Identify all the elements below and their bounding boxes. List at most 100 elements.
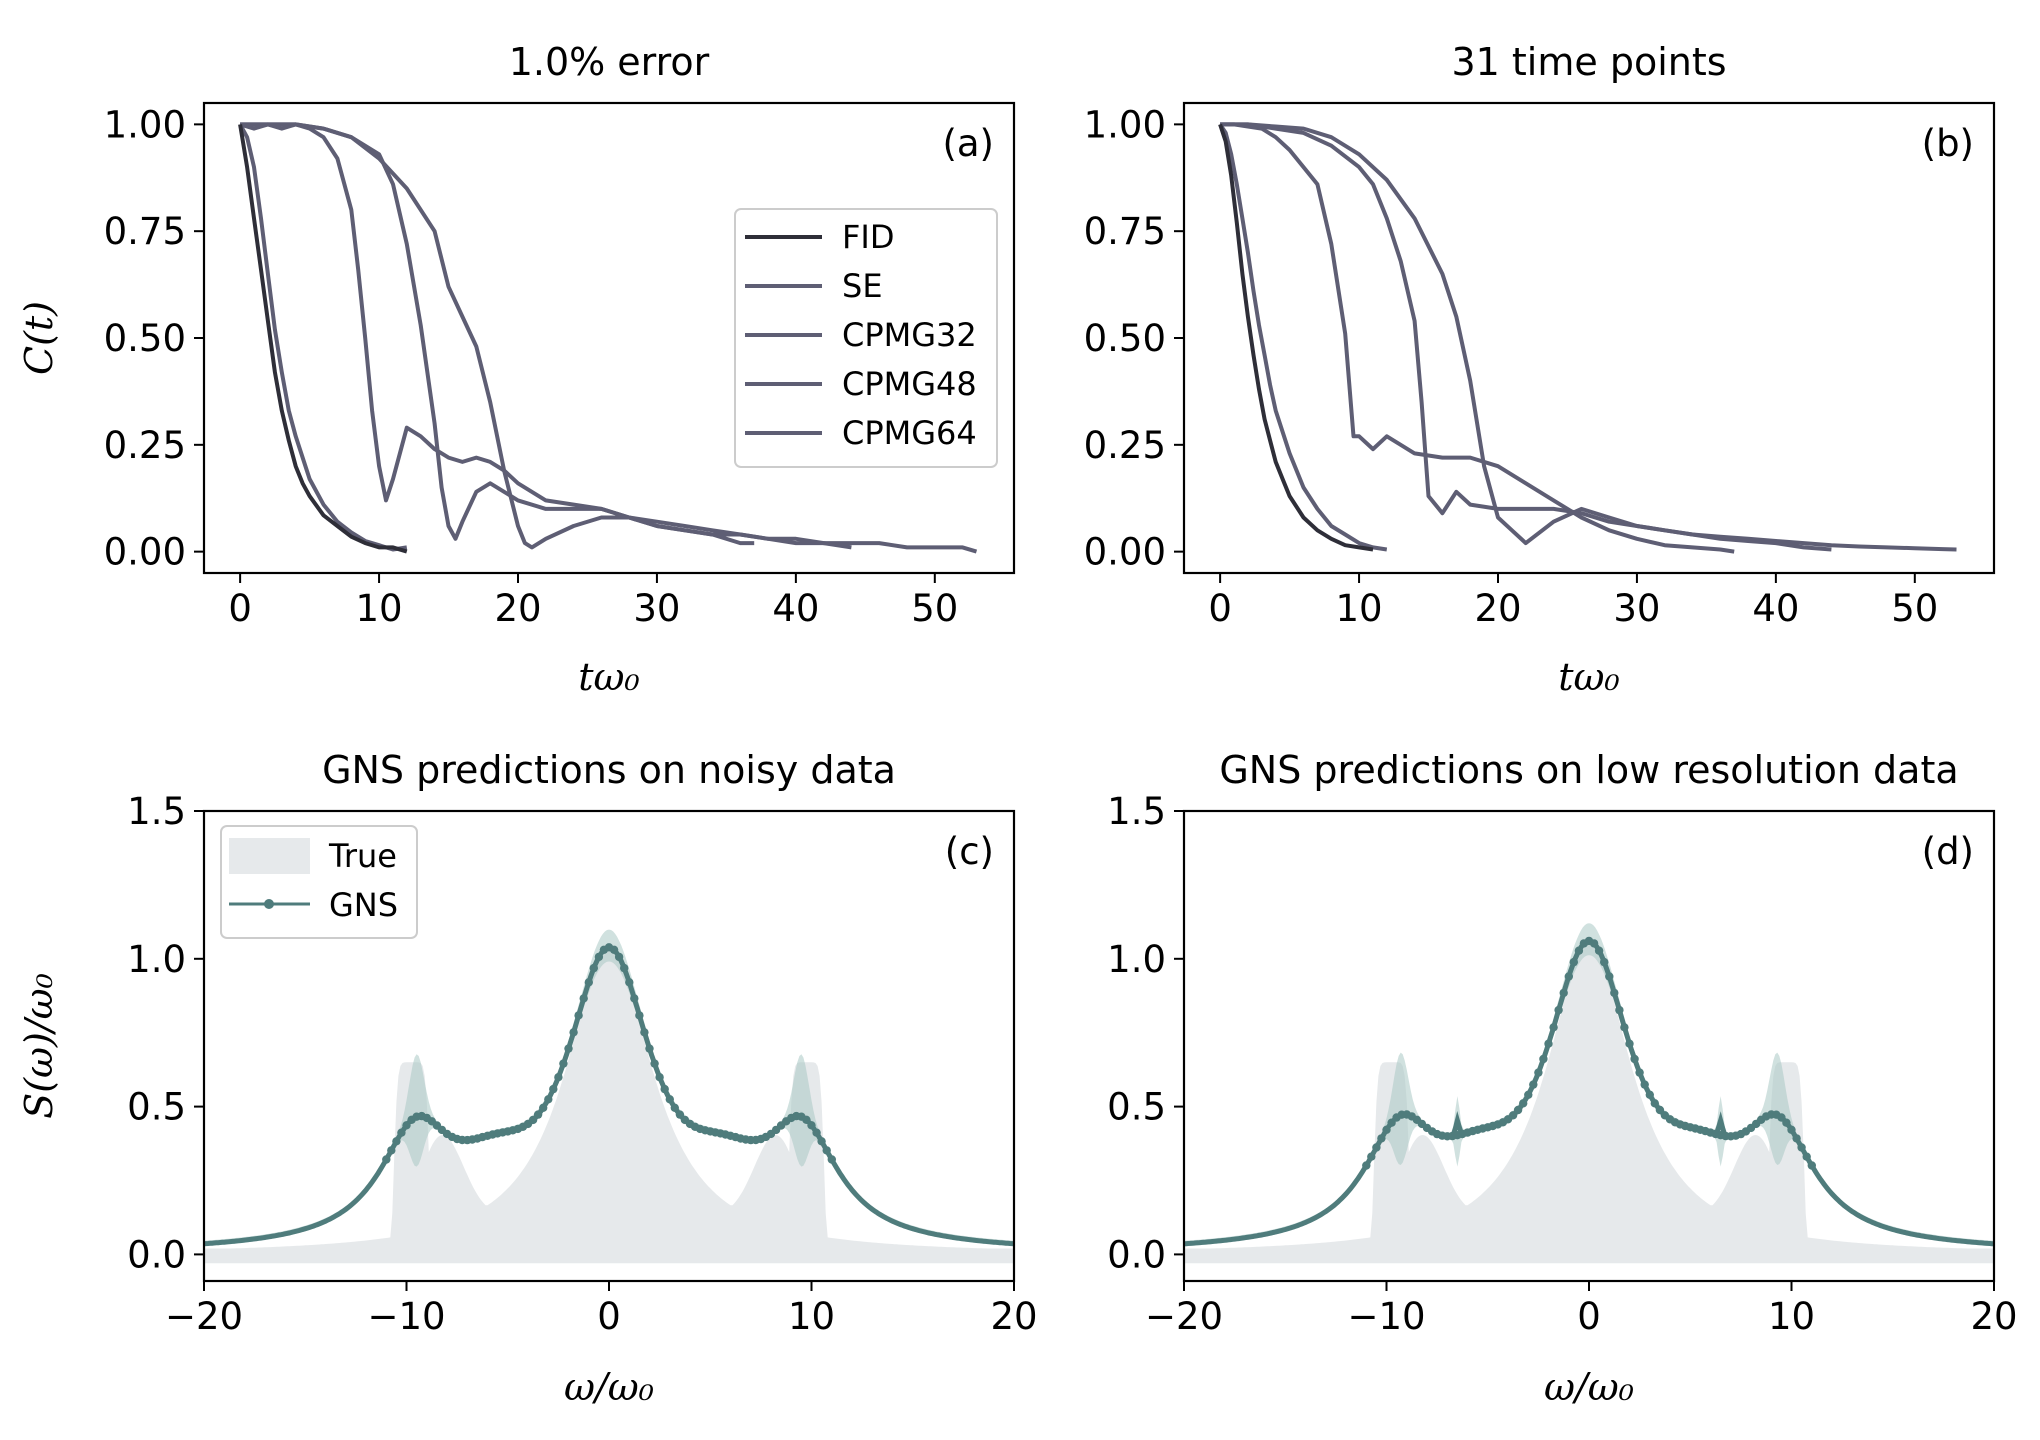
panel-d-gns-point	[1797, 1143, 1806, 1152]
panel-a-ytick-label: 1.00	[104, 103, 186, 146]
panel-b-line-se	[1218, 123, 1388, 552]
panel-c-gns-point	[640, 1028, 649, 1037]
panel-d-gns-point	[1782, 1118, 1791, 1127]
panel-b-xlabel: tω₀	[1558, 655, 1620, 699]
panel-b-xtick-label: 30	[1613, 587, 1660, 630]
panel-c-xtick-label: 10	[788, 1295, 835, 1338]
panel-c-xlabel: ω/ω₀	[564, 1365, 654, 1409]
legend-label-fid: FID	[842, 218, 894, 256]
panel-c-series-group	[204, 929, 1014, 1264]
panel-d-xtick-label: 0	[1577, 1295, 1601, 1338]
panel-d-gns-point	[1787, 1125, 1796, 1135]
panel-d-xtick-label: −10	[1347, 1295, 1425, 1338]
legend-true-label: True	[328, 837, 397, 875]
panel-a-legend-box	[734, 208, 998, 468]
panel-d-ytick-label: 1.5	[1107, 790, 1166, 833]
panel-c-gns-point	[630, 994, 639, 1003]
panel-d-gns-point	[1524, 1090, 1533, 1100]
panel-a-ylabel: C(t)	[17, 301, 61, 375]
panel-c-gns-point	[392, 1137, 401, 1146]
panel-a-xtick-label: 50	[911, 587, 958, 630]
panel-d-gns-point	[1362, 1161, 1371, 1170]
panel-d-gns-point	[1539, 1054, 1548, 1064]
panel-c-gns-point	[528, 1115, 538, 1125]
legend-label-se: SE	[842, 267, 883, 305]
panel-d-gns-point	[1645, 1090, 1655, 1100]
panel-d-xlabel: ω/ω₀	[1544, 1365, 1634, 1409]
legend-gns-marker	[264, 899, 274, 909]
panel-d-series-group	[1184, 923, 1994, 1264]
panel-d-gns-point	[1594, 946, 1604, 955]
panel-c-gns-point	[533, 1110, 543, 1119]
panel-d-title: GNS predictions on low resolution data	[1219, 748, 1958, 792]
panel-c-gns-point	[382, 1155, 391, 1164]
panel-b-xtick-label: 50	[1891, 587, 1938, 630]
panel-b-title: 31 time points	[1451, 40, 1726, 84]
panel-c-ytick-label: 1.0	[127, 938, 186, 981]
panel-c-gns-point	[539, 1103, 548, 1113]
panel-c: GNS predictions on noisy data −20 −10 0 10 2…	[17, 748, 1038, 1409]
panel-c-gns-point	[549, 1084, 558, 1094]
panel-b-xtick-label: 0	[1208, 587, 1232, 630]
panel-c-title: GNS predictions on noisy data	[322, 748, 896, 792]
panel-d-gns-point	[1513, 1105, 1523, 1115]
panel-c-gns-point	[802, 1115, 811, 1125]
panel-d-gns-point	[1564, 972, 1574, 981]
panel-c-legend: True GNS	[220, 825, 418, 939]
panel-c-gns-point	[625, 978, 634, 987]
panel-d-gns-point	[1620, 1023, 1629, 1032]
panel-c-gns-point	[397, 1128, 406, 1137]
panel-c-gns-point	[827, 1155, 836, 1164]
panel-c-ytick-label: 1.5	[127, 790, 186, 833]
panel-d-gns-point	[1625, 1039, 1634, 1048]
panel-a-legend: FID SE CPMG32 CPMG48 CPMG64	[734, 208, 998, 468]
panel-c-xtick-label: 20	[990, 1295, 1037, 1338]
panel-c-gns-point	[387, 1146, 396, 1155]
panel-d-gns-point	[1802, 1152, 1811, 1161]
panel-b-line-cpmg32	[1220, 122, 1735, 554]
panel-d-gns-point	[1367, 1152, 1376, 1161]
panel-d-true-area	[1184, 944, 1994, 1264]
panel-a-line-cpmg32	[239, 122, 755, 546]
panel-d-gns-point	[1534, 1068, 1543, 1077]
panel-c-ytick-label: 0.0	[127, 1233, 186, 1276]
panel-d-xtick-label: −20	[1145, 1295, 1223, 1338]
panel-d-gns-point	[1600, 957, 1609, 967]
panel-a-label: (a)	[942, 122, 994, 165]
panel-a-ytick-label: 0.50	[104, 317, 186, 360]
panel-b-frame	[1182, 101, 1996, 575]
panel-c-gns-point	[559, 1059, 568, 1068]
panel-c-gns-point	[645, 1044, 654, 1053]
panel-d-gns-point	[1544, 1039, 1553, 1048]
panel-c-gns-point	[554, 1073, 563, 1082]
panel-c-gns-point	[564, 1044, 573, 1053]
panel-c-ytick-label: 0.5	[127, 1086, 186, 1129]
panel-d-gns-point	[1635, 1068, 1644, 1077]
panel-a-line-cpmg64	[240, 122, 978, 554]
panel-a-line-cpmg48	[240, 122, 852, 550]
panel-b-ytick-label: 0.75	[1084, 210, 1166, 253]
legend-label-cpmg64: CPMG64	[842, 414, 977, 452]
panel-b-ytick-label: 0.00	[1084, 531, 1166, 574]
panel-a-ytick-label: 0.25	[104, 424, 186, 467]
panel-c-gns-point	[594, 952, 604, 962]
panel-a-title: 1.0% error	[509, 40, 710, 84]
panel-a-xtick-label: 0	[228, 587, 252, 630]
panel-b-line-cpmg64	[1220, 122, 1957, 552]
panel-c-gns-point	[402, 1121, 411, 1130]
panel-c-label: (c)	[945, 830, 994, 873]
panel-c-gns-point	[660, 1084, 669, 1094]
panel-c-gns-point	[807, 1121, 816, 1130]
panel-b-ytick-label: 1.00	[1084, 103, 1166, 146]
panel-d-gns-point	[1777, 1113, 1786, 1122]
legend-true-swatch	[229, 838, 310, 874]
panel-d-gns-point	[1387, 1118, 1396, 1127]
panel-c-ylabel: S(ω)/ω₀	[17, 973, 61, 1119]
panel-c-gns-point	[670, 1103, 679, 1113]
panel-d-gns-point	[1589, 939, 1599, 948]
panel-c-gns-point	[584, 978, 593, 987]
panel-d-gns-point	[1792, 1134, 1801, 1143]
panel-a-xtick-label: 30	[633, 587, 680, 630]
panel-d-gns-point	[1640, 1080, 1649, 1089]
